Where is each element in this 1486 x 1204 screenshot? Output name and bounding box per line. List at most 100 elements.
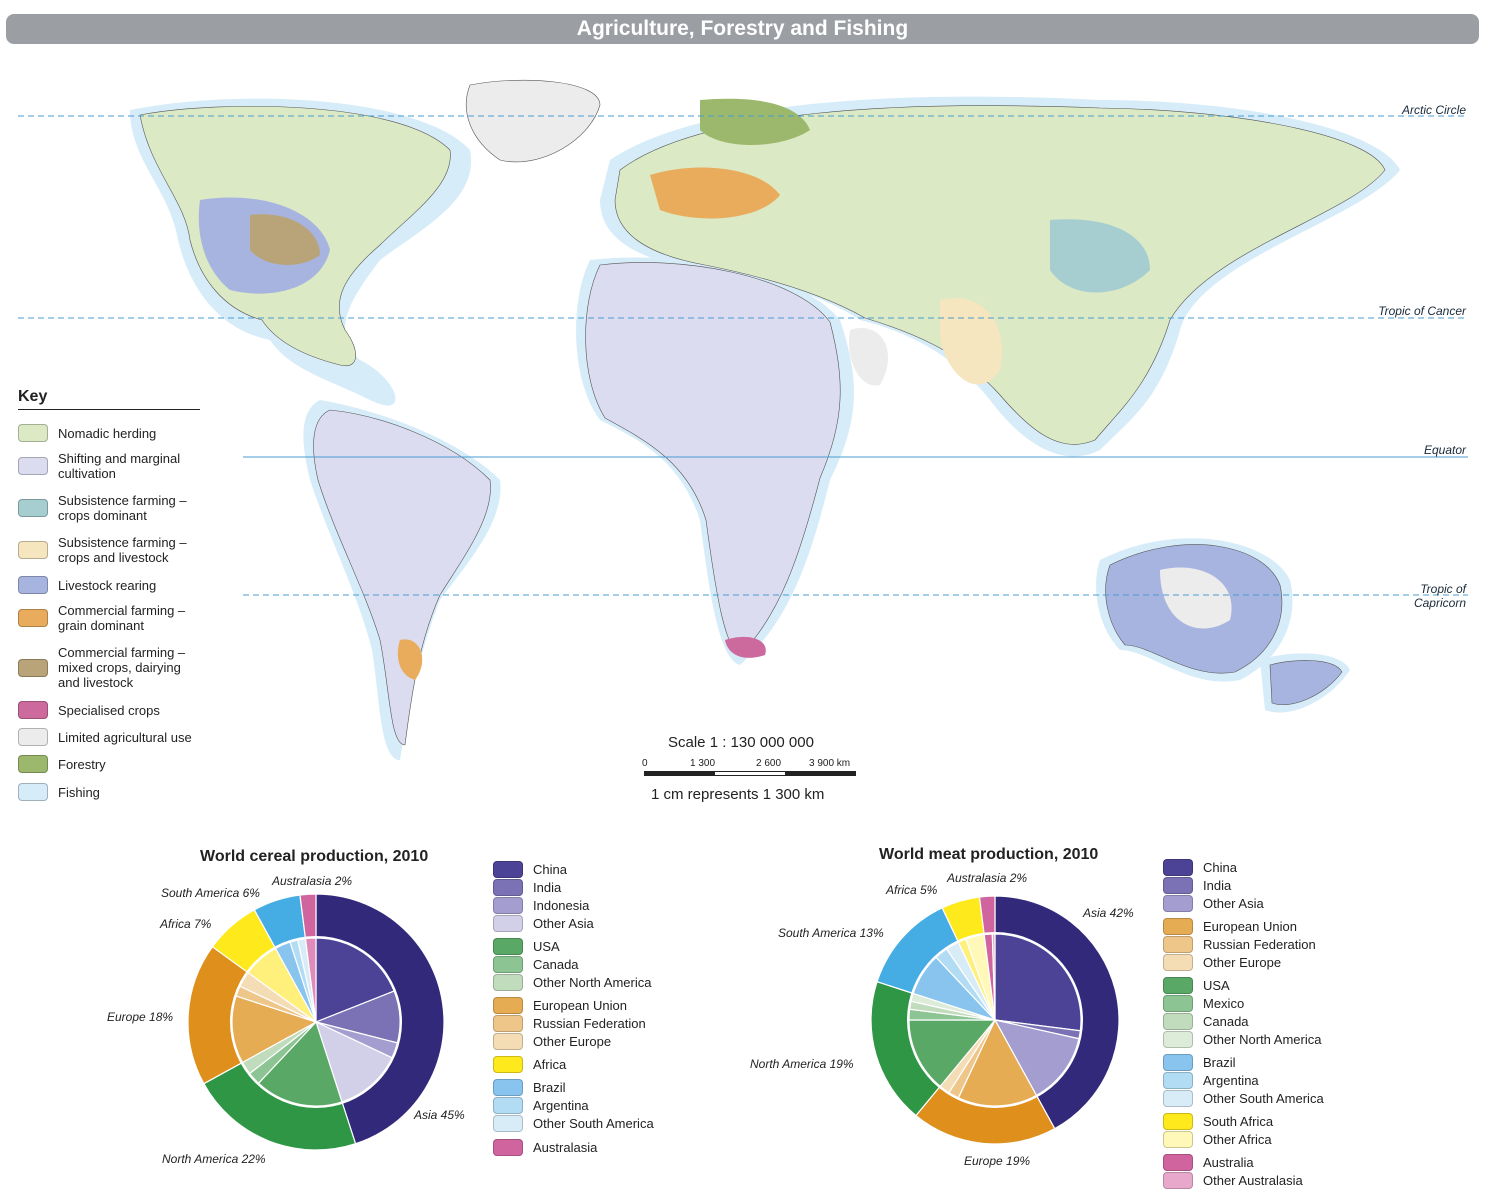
tropic-of-cancer-label: Tropic of Cancer (1378, 304, 1466, 318)
cereal-inner-ring (230, 936, 402, 1108)
legend-item: India (1163, 877, 1231, 894)
legend-label: Argentina (533, 1098, 589, 1113)
key-label: Shifting and marginal cultivation (58, 451, 181, 481)
legend-swatch (1163, 1131, 1193, 1148)
legend-item: Africa (493, 1056, 566, 1073)
key-swatch (18, 499, 48, 517)
legend-swatch (493, 861, 523, 878)
meat-inner-slice-mexico (908, 1008, 996, 1021)
key-label: Limited agricultural use (58, 729, 192, 745)
legend-item: Other Africa (1163, 1131, 1272, 1148)
cereal-inner-slice-brazil (274, 941, 317, 1023)
legend-item: Indonesia (493, 897, 589, 914)
cereal-chart-title: World cereal production, 2010 (200, 848, 429, 865)
meat-inner-slice-other-europe (939, 1019, 996, 1094)
legend-swatch (493, 1033, 523, 1050)
cereal-outer-slice-south-america (253, 894, 317, 1023)
meat-inner-slice-argentina (935, 948, 996, 1021)
legend-label: Brazil (1203, 1055, 1236, 1070)
pie-label-cereal-asia: Asia 45% (414, 1108, 465, 1122)
legend-item: Russian Federation (493, 1015, 646, 1032)
legend-label: Other South America (1203, 1091, 1324, 1106)
key-item: Commercial farming – grain dominant (18, 603, 198, 633)
key-title: Key (18, 388, 48, 405)
key-item: Shifting and marginal cultivation (18, 451, 198, 481)
legend-swatch (493, 956, 523, 973)
legend-swatch (1163, 995, 1193, 1012)
meat-inner-slice-other-australasia (991, 933, 996, 1021)
legend-item: Brazil (493, 1079, 566, 1096)
cereal-inner-slice-india (314, 990, 401, 1044)
meat-outer-slice-north-america (870, 980, 997, 1117)
cereal-inner-slice-australasia (304, 937, 317, 1023)
legend-label: European Union (533, 998, 627, 1013)
legend-label: USA (533, 939, 560, 954)
legend-label: Indonesia (533, 898, 590, 913)
legend-label: Russian Federation (533, 1016, 646, 1031)
legend-swatch (1163, 1172, 1193, 1189)
meat-inner-slice-south-africa (957, 938, 996, 1021)
legend-swatch (493, 997, 523, 1014)
legend-swatch (493, 1139, 523, 1156)
legend-label: Australia (1203, 1155, 1254, 1170)
meat-inner-ring (907, 932, 1083, 1108)
legend-swatch (493, 915, 523, 932)
legend-label: India (533, 880, 562, 895)
key-label: Subsistence farming – crops and livestoc… (58, 535, 187, 565)
pie-label-cereal-south-america: South America 6% (161, 886, 260, 900)
legend-swatch (1163, 1090, 1193, 1107)
pie-label-meat-north-america: North America 19% (750, 1057, 854, 1071)
legend-swatch (1163, 877, 1193, 894)
key-label: Subsistence farming – crops dominant (58, 493, 187, 523)
cereal-inner-slice-other-asia (315, 1020, 393, 1103)
legend-label: Other South America (533, 1116, 654, 1131)
key-divider (18, 409, 200, 410)
legend-swatch (1163, 1031, 1193, 1048)
legend-item: Other Asia (1163, 895, 1264, 912)
legend-label: USA (1203, 978, 1230, 993)
legend-item: Other Europe (493, 1033, 611, 1050)
cereal-outer-slice-north-america (203, 1021, 357, 1151)
cereal-inner-slice-other-europe (239, 971, 317, 1023)
meat-inner-slice-other-africa (965, 934, 996, 1021)
key-item: Nomadic herding (18, 424, 156, 442)
pie-label-cereal-europe: Europe 18% (107, 1010, 174, 1024)
legend-swatch (493, 1115, 523, 1132)
legend-item: Other North America (1163, 1031, 1322, 1048)
legend-swatch (1163, 1054, 1193, 1071)
key-swatch (18, 424, 48, 442)
meat-outer-slice-australasia (978, 895, 996, 1021)
legend-label: European Union (1203, 919, 1297, 934)
meat-outer-slice-africa (941, 896, 996, 1021)
legend-swatch (1163, 977, 1193, 994)
key-label: Nomadic herding (58, 425, 157, 441)
scale-tick: 3 900 km (809, 758, 851, 769)
legend-item: China (1163, 859, 1237, 876)
meat-inner-slice-european-union (957, 1018, 1038, 1107)
meat-chart-title: World meat production, 2010 (879, 846, 1099, 863)
land (139, 79, 1386, 746)
legend-swatch (493, 1097, 523, 1114)
arctic-circle-label: Arctic Circle (1401, 103, 1466, 117)
cereal-inner-slice-africa (247, 947, 317, 1023)
pie-label-meat-south-america: South America 13% (778, 926, 884, 940)
legend-item: China (493, 861, 567, 878)
cereal-outer-slice-europe (187, 945, 318, 1085)
legend-swatch (493, 938, 523, 955)
key-label: Specialised crops (58, 702, 160, 718)
legend-item: Other North America (493, 974, 652, 991)
legend-label: Argentina (1203, 1073, 1259, 1088)
legend-label: Canada (1203, 1014, 1249, 1029)
cereal-outer-slice-asia (315, 893, 445, 1145)
key-item: Fishing (18, 783, 100, 801)
key-swatch (18, 609, 48, 627)
pie-label-meat-australasia: Australasia 2% (947, 871, 1028, 885)
cereal-inner-slice-usa (257, 1020, 343, 1107)
meat-inner-slice-other-north-america (910, 992, 996, 1021)
meat-inner-slice-china (994, 933, 1082, 1032)
legend-swatch (493, 974, 523, 991)
legend-label: China (1203, 860, 1237, 875)
pie-label-cereal-australasia: Australasia 2% (272, 874, 353, 888)
legend-label: Mexico (1203, 996, 1245, 1011)
legend-swatch (1163, 1113, 1193, 1130)
